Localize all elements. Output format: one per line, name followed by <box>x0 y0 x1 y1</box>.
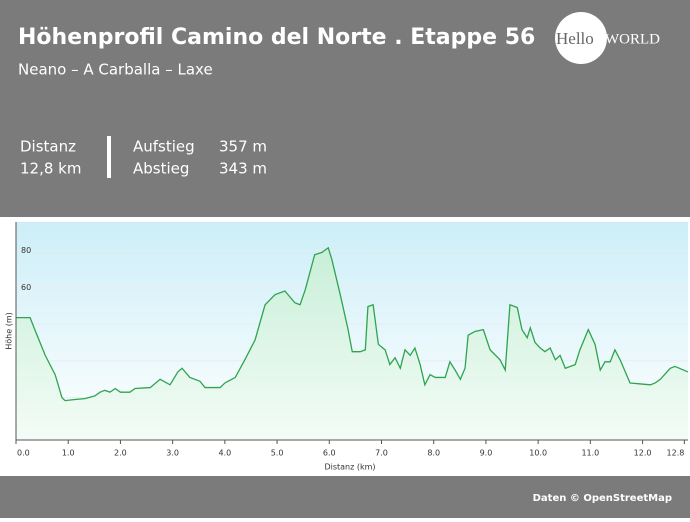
area <box>16 247 688 440</box>
logo-world: WORLD <box>605 31 660 47</box>
x-tick-label: 8.0 <box>427 449 440 458</box>
x-tick-label: 1.0 <box>62 449 75 458</box>
x-tick-label: 7.0 <box>375 449 388 458</box>
x-tick-label: 12.0 <box>634 449 652 458</box>
divider <box>107 136 111 178</box>
logo-circle <box>555 12 607 64</box>
y-axis-label: Höhe (m) <box>5 312 14 349</box>
x-tick-label: 9.0 <box>480 449 493 458</box>
stat-label: Distanz <box>20 138 76 156</box>
stat-value: 343 m <box>219 160 267 178</box>
x-tick-label: 11.0 <box>581 449 599 458</box>
y-tick-label: 60 <box>21 283 31 292</box>
footer-bg <box>0 476 690 518</box>
line <box>16 246 689 402</box>
stat-label: Abstieg <box>133 160 189 178</box>
x-tick-label: 0.0 <box>17 449 30 458</box>
stat-value: 357 m <box>219 138 267 156</box>
title: Höhenprofil Camino del Norte . Etappe 56 <box>18 25 535 50</box>
x-tick-label: 6.0 <box>323 449 336 458</box>
stat-label: Aufstieg <box>133 138 195 156</box>
x-axis-label: Distanz (km) <box>324 463 375 472</box>
x-tick-label: 3.0 <box>166 449 179 458</box>
subtitle: Neano – A Carballa – Laxe <box>18 61 213 79</box>
x-tick-label: 2.0 <box>114 449 127 458</box>
credit: Daten © OpenStreetMap <box>533 493 672 504</box>
logo-hello: Hello <box>556 29 594 48</box>
x-tick-label: 4.0 <box>218 449 231 458</box>
x-tick-label: 5.0 <box>271 449 284 458</box>
x-tick-label: 12.8 <box>667 449 685 458</box>
x-tick-label: 10.0 <box>529 449 547 458</box>
stat-value: 12,8 km <box>20 160 81 178</box>
y-tick-label: 80 <box>21 246 31 255</box>
